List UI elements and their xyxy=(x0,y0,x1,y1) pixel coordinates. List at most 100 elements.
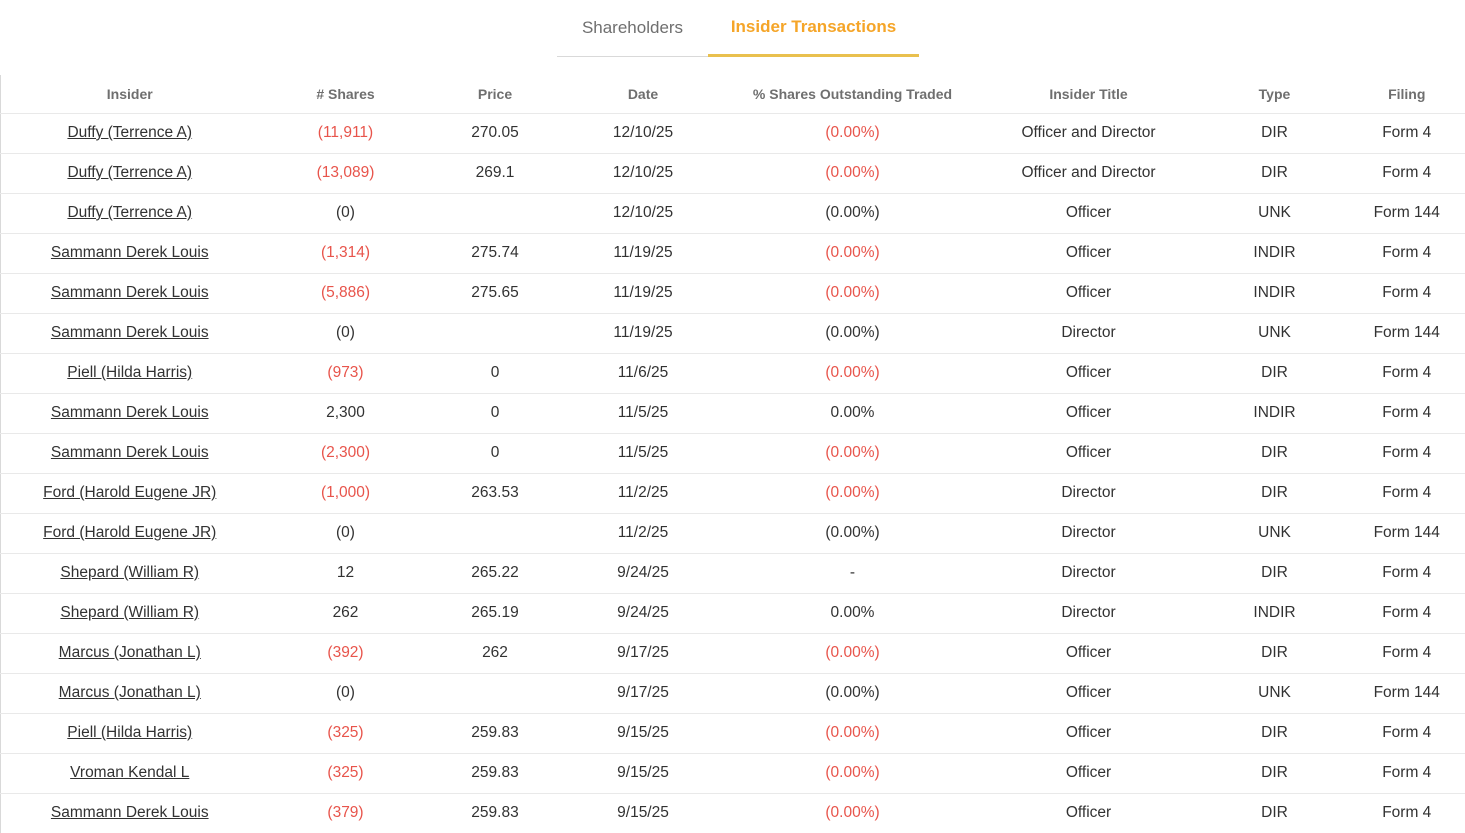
cell-pct-outstanding-traded: - xyxy=(728,552,977,593)
cell-price: 270.05 xyxy=(432,112,558,153)
cell-num-shares: 12 xyxy=(258,552,433,593)
insider-name-link[interactable]: Vroman Kendal L xyxy=(70,764,190,781)
cell-pct-outstanding-traded: (0.00%) xyxy=(728,752,977,793)
cell-insider-title: Officer xyxy=(976,712,1201,753)
table-row: Sammann Derek Louis (379) 259.83 9/15/25… xyxy=(0,792,1465,833)
cell-price: 275.65 xyxy=(432,272,558,313)
insider-name-link[interactable]: Shepard (William R) xyxy=(60,564,200,581)
table-header: Insider # Shares Price Date % Shares Out… xyxy=(1,75,1465,113)
cell-pct-outstanding-traded: (0.00%) xyxy=(728,672,977,713)
table-row: Sammann Derek Louis (1,314) 275.74 11/19… xyxy=(0,232,1465,273)
cell-filing: Form 4 xyxy=(1348,712,1465,753)
cell-type: INDIR xyxy=(1200,592,1349,633)
cell-insider: Marcus (Jonathan L) xyxy=(0,632,259,673)
insider-name-link[interactable]: Piell (Hilda Harris) xyxy=(67,364,193,381)
cell-price: 259.83 xyxy=(432,792,558,833)
insider-name-link[interactable]: Ford (Harold Eugene JR) xyxy=(43,484,217,501)
cell-date: 11/19/25 xyxy=(557,232,729,273)
insider-name-link[interactable]: Duffy (Terrence A) xyxy=(67,124,193,141)
table-row: Sammann Derek Louis 2,300 0 11/5/25 0.00… xyxy=(0,392,1465,433)
cell-filing: Form 4 xyxy=(1348,352,1465,393)
cell-filing: Form 4 xyxy=(1348,472,1465,513)
table-row: Vroman Kendal L (325) 259.83 9/15/25 (0.… xyxy=(0,752,1465,793)
cell-price: 265.19 xyxy=(432,592,558,633)
cell-pct-outstanding-traded: (0.00%) xyxy=(728,152,977,193)
cell-pct-outstanding-traded: (0.00%) xyxy=(728,312,977,353)
cell-filing: Form 4 xyxy=(1348,432,1465,473)
cell-insider: Sammann Derek Louis xyxy=(0,432,259,473)
cell-price: 259.83 xyxy=(432,752,558,793)
table-row: Duffy (Terrence A) (13,089) 269.1 12/10/… xyxy=(0,152,1465,193)
table-row: Piell (Hilda Harris) (325) 259.83 9/15/2… xyxy=(0,712,1465,753)
insider-name-link[interactable]: Sammann Derek Louis xyxy=(50,444,209,461)
insider-name-link[interactable]: Ford (Harold Eugene JR) xyxy=(43,524,217,541)
cell-num-shares: (379) xyxy=(258,792,433,833)
cell-insider: Duffy (Terrence A) xyxy=(0,152,259,193)
table-body: Duffy (Terrence A) (11,911) 270.05 12/10… xyxy=(0,112,1465,833)
cell-price: 259.83 xyxy=(432,712,558,753)
insider-name-link[interactable]: Piell (Hilda Harris) xyxy=(67,724,193,741)
cell-type: UNK xyxy=(1200,512,1349,553)
cell-insider: Sammann Derek Louis xyxy=(0,792,259,833)
cell-insider-title: Director xyxy=(976,552,1201,593)
cell-pct-outstanding-traded: (0.00%) xyxy=(728,272,977,313)
cell-date: 9/15/25 xyxy=(557,712,729,753)
cell-type: DIR xyxy=(1200,792,1349,833)
tab-shareholders[interactable]: Shareholders xyxy=(557,0,708,57)
cell-insider: Sammann Derek Louis xyxy=(0,312,259,353)
insider-name-link[interactable]: Sammann Derek Louis xyxy=(50,324,209,341)
cell-date: 9/17/25 xyxy=(557,632,729,673)
cell-filing: Form 144 xyxy=(1348,512,1465,553)
cell-filing: Form 4 xyxy=(1348,152,1465,193)
cell-date: 11/2/25 xyxy=(557,512,729,553)
insider-name-link[interactable]: Sammann Derek Louis xyxy=(50,244,209,261)
cell-insider: Ford (Harold Eugene JR) xyxy=(0,512,259,553)
cell-insider: Duffy (Terrence A) xyxy=(0,112,259,153)
insider-name-link[interactable]: Duffy (Terrence A) xyxy=(67,204,193,221)
cell-type: UNK xyxy=(1200,192,1349,233)
cell-type: UNK xyxy=(1200,672,1349,713)
insider-name-link[interactable]: Shepard (William R) xyxy=(60,604,200,621)
table-row: Sammann Derek Louis (0) 11/19/25 (0.00%)… xyxy=(0,312,1465,353)
cell-date: 9/15/25 xyxy=(557,792,729,833)
cell-type: INDIR xyxy=(1200,272,1349,313)
cell-date: 11/5/25 xyxy=(557,392,729,433)
column-header-date: Date xyxy=(627,85,659,102)
tab-insider-transactions[interactable]: Insider Transactions xyxy=(708,0,919,57)
insider-name-link[interactable]: Marcus (Jonathan L) xyxy=(58,644,201,661)
cell-filing: Form 4 xyxy=(1348,112,1465,153)
cell-insider-title: Officer xyxy=(976,672,1201,713)
insider-name-link[interactable]: Marcus (Jonathan L) xyxy=(58,684,201,701)
cell-date: 12/10/25 xyxy=(557,112,729,153)
cell-date: 9/24/25 xyxy=(557,592,729,633)
cell-insider-title: Director xyxy=(976,512,1201,553)
cell-date: 12/10/25 xyxy=(557,152,729,193)
cell-price: 262 xyxy=(432,632,558,673)
cell-type: DIR xyxy=(1200,432,1349,473)
insider-name-link[interactable]: Sammann Derek Louis xyxy=(50,404,209,421)
cell-num-shares: (1,000) xyxy=(258,472,433,513)
cell-num-shares: 2,300 xyxy=(258,392,433,433)
column-header-pct-outstanding: % Shares Outstanding Traded xyxy=(752,85,953,102)
cell-filing: Form 4 xyxy=(1348,552,1465,593)
cell-pct-outstanding-traded: (0.00%) xyxy=(728,512,977,553)
cell-insider: Sammann Derek Louis xyxy=(0,232,259,273)
cell-insider-title: Officer xyxy=(976,632,1201,673)
cell-price: 0 xyxy=(432,352,558,393)
cell-type: DIR xyxy=(1200,352,1349,393)
cell-price: 269.1 xyxy=(432,152,558,193)
insider-name-link[interactable]: Sammann Derek Louis xyxy=(50,284,209,301)
insider-name-link[interactable]: Sammann Derek Louis xyxy=(50,804,209,822)
cell-price xyxy=(432,312,558,353)
insider-name-link[interactable]: Duffy (Terrence A) xyxy=(67,164,193,181)
cell-price xyxy=(432,672,558,713)
column-header-filing: Filing xyxy=(1388,85,1426,102)
cell-filing: Form 4 xyxy=(1348,232,1465,273)
table-row: Shepard (William R) 262 265.19 9/24/25 0… xyxy=(0,592,1465,633)
cell-type: DIR xyxy=(1200,552,1349,593)
cell-num-shares: (5,886) xyxy=(258,272,433,313)
cell-price: 0 xyxy=(432,432,558,473)
cell-insider: Marcus (Jonathan L) xyxy=(0,672,259,713)
cell-date: 11/19/25 xyxy=(557,312,729,353)
cell-date: 9/17/25 xyxy=(557,672,729,713)
